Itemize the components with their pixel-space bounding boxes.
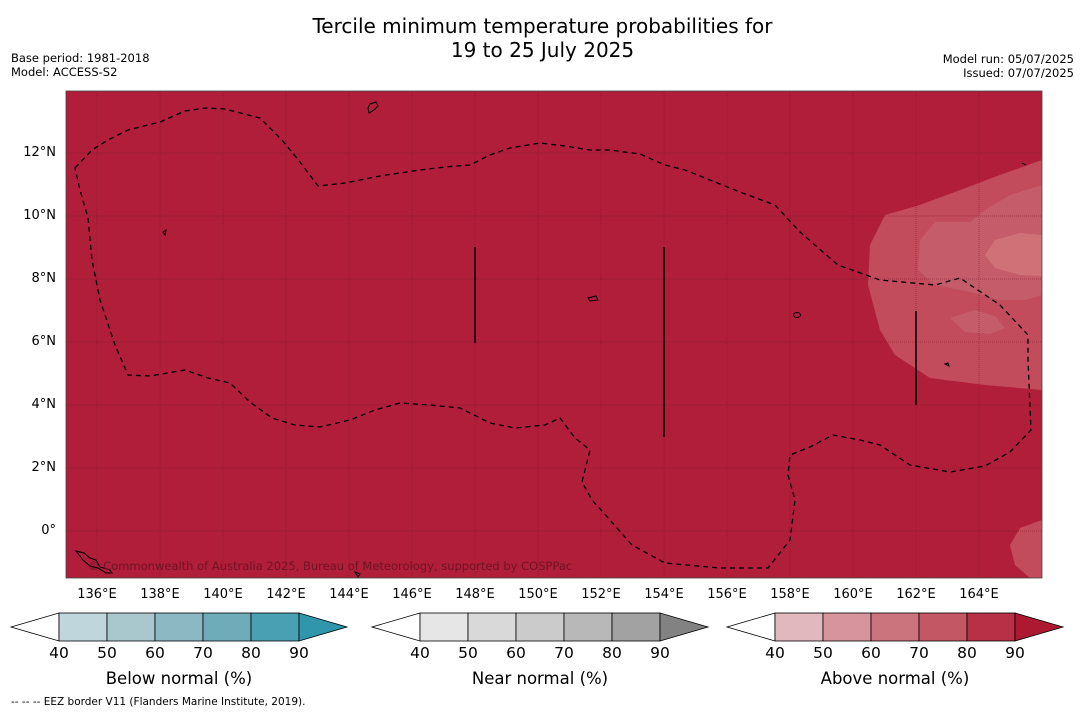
- cb-near-seg-2: [467, 612, 517, 642]
- cb-above-low-arrow: [725, 612, 776, 642]
- cb-below-tick-50: 50: [97, 644, 117, 662]
- cb-above-seg-4: [918, 612, 968, 642]
- lat-label-6n: 6°N: [31, 334, 57, 349]
- cb-above-seg-5: [966, 612, 1016, 642]
- base-period: Base period: 1981-2018: [11, 51, 150, 65]
- colorbar-near: [370, 612, 710, 642]
- island-outlines: [74, 101, 1027, 578]
- cb-above-label: Above normal (%): [820, 669, 970, 688]
- cb-below-seg-2: [106, 612, 156, 642]
- cb-above-tick-90: 90: [1005, 644, 1025, 662]
- map-background: [66, 91, 1042, 578]
- map-gridlines: [66, 91, 1042, 578]
- cb-near-tick-70: 70: [554, 644, 574, 662]
- meta-left: Base period: 1981-2018 Model: ACCESS-S2: [11, 51, 150, 79]
- lat-label-8n: 8°N: [31, 271, 57, 286]
- cb-above-seg-2: [822, 612, 872, 642]
- chart-title: Tercile minimum temperature probabilitie…: [0, 14, 1085, 62]
- cb-above-high-arrow: [1014, 612, 1065, 642]
- lon-label-136e: 136°E: [77, 587, 117, 602]
- cb-near-seg-5: [611, 612, 661, 642]
- footer-eez-note: -- -- -- EEZ border V11 (Flanders Marine…: [11, 696, 306, 708]
- cb-near-seg-1: [419, 612, 469, 642]
- cb-near-high-arrow: [659, 612, 710, 642]
- issued-date: Issued: 07/07/2025: [963, 66, 1074, 80]
- cb-below-tick-60: 60: [145, 644, 165, 662]
- lon-label-138e: 138°E: [140, 587, 180, 602]
- cb-above-tick-50: 50: [813, 644, 833, 662]
- cb-above-tick-70: 70: [909, 644, 929, 662]
- prob-region-se: [1010, 520, 1042, 578]
- cb-below-seg-1: [58, 612, 108, 642]
- colorbar-below: [9, 612, 349, 642]
- cb-below-high-arrow: [298, 612, 349, 642]
- prob-region-80-south: [950, 310, 1005, 334]
- copyright-text: © Commonwealth of Australia 2025, Bureau…: [88, 559, 572, 573]
- lon-label-142e: 142°E: [266, 587, 306, 602]
- title-line-1: Tercile minimum temperature probabilitie…: [312, 14, 773, 38]
- lon-label-148e: 148°E: [455, 587, 495, 602]
- vertical-artifacts: [474, 247, 917, 437]
- cb-near-tick-40: 40: [410, 644, 430, 662]
- model-run: Model run: 05/07/2025: [942, 52, 1074, 66]
- colorbar-above: [725, 612, 1065, 642]
- cb-below-tick-70: 70: [193, 644, 213, 662]
- title-line-2: 19 to 25 July 2025: [450, 38, 635, 62]
- cb-below-tick-40: 40: [49, 644, 69, 662]
- cb-above-seg-3: [870, 612, 920, 642]
- lon-label-162e: 162°E: [896, 587, 936, 602]
- lon-label-146e: 146°E: [392, 587, 432, 602]
- cb-above-tick-40: 40: [765, 644, 785, 662]
- cb-below-tick-90: 90: [289, 644, 309, 662]
- cb-above-tick-60: 60: [861, 644, 881, 662]
- cb-near-tick-60: 60: [506, 644, 526, 662]
- lon-label-154e: 154°E: [644, 587, 684, 602]
- cb-near-low-arrow: [370, 612, 421, 642]
- lon-label-156e: 156°E: [707, 587, 747, 602]
- cb-below-tick-80: 80: [241, 644, 261, 662]
- lon-label-158e: 158°E: [770, 587, 810, 602]
- cb-above-tick-80: 80: [957, 644, 977, 662]
- lon-label-150e: 150°E: [518, 587, 558, 602]
- lon-label-164e: 164°E: [959, 587, 999, 602]
- cb-near-seg-4: [563, 612, 613, 642]
- cb-below-label: Below normal (%): [105, 669, 253, 688]
- lat-label-12n: 12°N: [23, 145, 56, 160]
- eez-border: [74, 107, 1032, 569]
- cb-above-seg-1: [774, 612, 824, 642]
- cb-below-seg-4: [202, 612, 252, 642]
- lat-label-2n: 2°N: [31, 460, 57, 475]
- lat-label-0: 0°: [41, 523, 56, 538]
- cb-below-seg-3: [154, 612, 204, 642]
- cb-near-tick-50: 50: [458, 644, 478, 662]
- cb-below-low-arrow: [9, 612, 60, 642]
- lon-label-152e: 152°E: [581, 587, 621, 602]
- lon-label-160e: 160°E: [833, 587, 873, 602]
- model-name: Model: ACCESS-S2: [11, 65, 118, 79]
- cb-near-tick-80: 80: [602, 644, 622, 662]
- cb-near-seg-3: [515, 612, 565, 642]
- cb-near-label: Near normal (%): [471, 669, 609, 688]
- cb-near-tick-90: 90: [650, 644, 670, 662]
- lon-label-140e: 140°E: [203, 587, 243, 602]
- prob-region-90: [985, 233, 1042, 276]
- cb-below-seg-5: [250, 612, 300, 642]
- meta-right: Model run: 05/07/2025 Issued: 07/07/2025: [943, 52, 1074, 80]
- lon-label-144e: 144°E: [329, 587, 369, 602]
- lat-label-4n: 4°N: [31, 397, 57, 412]
- lat-label-10n: 10°N: [23, 208, 56, 223]
